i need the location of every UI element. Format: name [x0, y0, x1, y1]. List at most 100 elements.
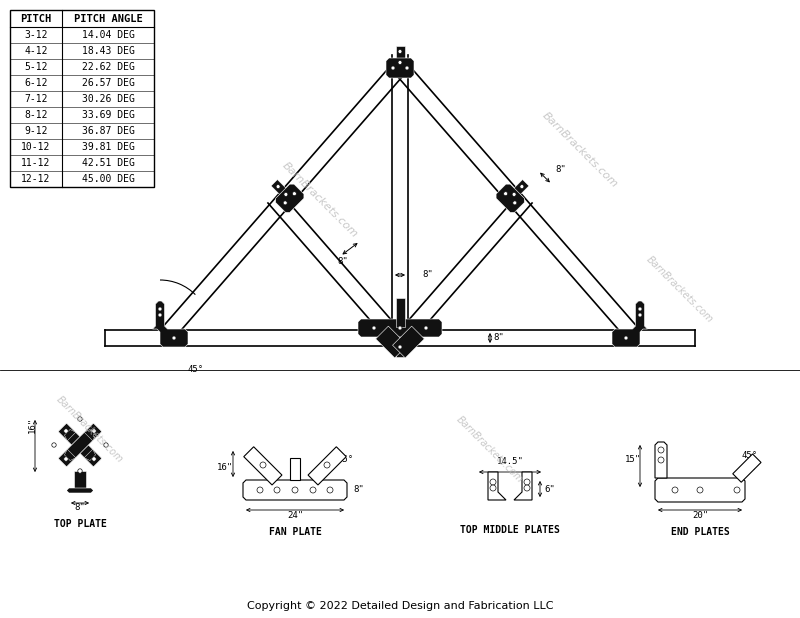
Circle shape — [78, 469, 82, 473]
Circle shape — [292, 487, 298, 493]
Text: 8-12: 8-12 — [24, 110, 48, 120]
Circle shape — [490, 485, 496, 491]
Text: PITCH ANGLE: PITCH ANGLE — [74, 14, 142, 23]
Polygon shape — [395, 46, 405, 68]
Text: 30.26 DEG: 30.26 DEG — [82, 94, 134, 104]
Circle shape — [638, 313, 642, 317]
Text: 45.00 DEG: 45.00 DEG — [82, 174, 134, 184]
Circle shape — [398, 345, 402, 349]
Text: 45°: 45° — [337, 455, 353, 464]
Polygon shape — [290, 458, 300, 480]
Circle shape — [504, 192, 508, 196]
Circle shape — [734, 487, 740, 493]
Text: TOP MIDDLE PLATES: TOP MIDDLE PLATES — [460, 525, 560, 535]
Text: 22.62 DEG: 22.62 DEG — [82, 62, 134, 72]
Polygon shape — [655, 442, 667, 478]
Text: 8": 8" — [422, 270, 433, 279]
Text: 8": 8" — [555, 166, 566, 174]
Circle shape — [260, 462, 266, 468]
Circle shape — [658, 447, 664, 453]
Text: 8": 8" — [337, 257, 348, 266]
Circle shape — [310, 487, 316, 493]
Polygon shape — [153, 301, 188, 347]
Text: 14.04 DEG: 14.04 DEG — [82, 30, 134, 40]
Circle shape — [513, 201, 517, 205]
Polygon shape — [386, 58, 414, 78]
Circle shape — [490, 479, 496, 485]
Circle shape — [398, 326, 402, 330]
Text: PITCH: PITCH — [20, 14, 52, 23]
Text: 42.51 DEG: 42.51 DEG — [82, 158, 134, 168]
Circle shape — [524, 479, 530, 485]
Text: 12-12: 12-12 — [22, 174, 50, 184]
Text: 15": 15" — [625, 455, 641, 465]
Circle shape — [327, 487, 333, 493]
Polygon shape — [393, 326, 424, 358]
Polygon shape — [395, 337, 405, 357]
Circle shape — [158, 307, 162, 311]
Text: 7-12: 7-12 — [24, 94, 48, 104]
Circle shape — [424, 326, 428, 330]
Text: 26.57 DEG: 26.57 DEG — [82, 78, 134, 88]
Text: 18.43 DEG: 18.43 DEG — [82, 46, 134, 56]
Polygon shape — [496, 184, 524, 213]
Text: 9-12: 9-12 — [24, 126, 48, 136]
Text: 20": 20" — [692, 511, 708, 520]
Text: 33.69 DEG: 33.69 DEG — [82, 110, 134, 120]
Circle shape — [92, 457, 96, 461]
Text: FAN PLATE: FAN PLATE — [269, 527, 322, 537]
Circle shape — [274, 487, 280, 493]
Polygon shape — [244, 447, 282, 485]
Text: TOP PLATE: TOP PLATE — [54, 519, 106, 529]
Polygon shape — [395, 298, 405, 327]
Circle shape — [257, 487, 263, 493]
Circle shape — [672, 487, 678, 493]
Polygon shape — [10, 10, 154, 187]
Text: 39.81 DEG: 39.81 DEG — [82, 142, 134, 152]
Polygon shape — [507, 180, 529, 201]
Polygon shape — [488, 472, 506, 500]
Circle shape — [405, 66, 409, 70]
Circle shape — [292, 192, 296, 196]
Polygon shape — [84, 449, 95, 460]
Circle shape — [283, 201, 287, 205]
Polygon shape — [58, 423, 102, 467]
Polygon shape — [308, 447, 346, 485]
Polygon shape — [276, 184, 304, 213]
Circle shape — [697, 487, 703, 493]
Text: 45°: 45° — [741, 451, 757, 460]
Text: END PLATES: END PLATES — [670, 527, 730, 537]
Circle shape — [172, 336, 176, 340]
Circle shape — [512, 192, 516, 197]
Text: 36.87 DEG: 36.87 DEG — [82, 126, 134, 136]
Polygon shape — [376, 326, 407, 358]
Circle shape — [104, 443, 108, 447]
Circle shape — [284, 192, 288, 197]
Circle shape — [398, 61, 402, 64]
Circle shape — [391, 66, 395, 70]
Text: BarnBrackets.com: BarnBrackets.com — [454, 415, 526, 485]
Polygon shape — [655, 478, 745, 502]
Circle shape — [64, 457, 68, 461]
Text: 11-12: 11-12 — [22, 158, 50, 168]
Text: 8": 8" — [353, 486, 364, 494]
Text: 3-12: 3-12 — [24, 30, 48, 40]
Circle shape — [276, 185, 280, 188]
Text: 6": 6" — [749, 463, 760, 472]
Polygon shape — [514, 472, 532, 500]
Text: 8": 8" — [74, 503, 86, 512]
Circle shape — [324, 462, 330, 468]
Text: 45°: 45° — [188, 365, 204, 374]
Polygon shape — [84, 430, 95, 441]
Polygon shape — [65, 449, 76, 460]
Polygon shape — [243, 480, 347, 500]
Text: 6": 6" — [544, 485, 554, 494]
Text: 16": 16" — [217, 463, 233, 472]
Circle shape — [624, 336, 628, 340]
Circle shape — [524, 485, 530, 491]
Circle shape — [52, 443, 56, 447]
Circle shape — [92, 429, 96, 433]
Circle shape — [158, 313, 162, 317]
Text: 4-12: 4-12 — [24, 46, 48, 56]
Circle shape — [398, 49, 402, 54]
